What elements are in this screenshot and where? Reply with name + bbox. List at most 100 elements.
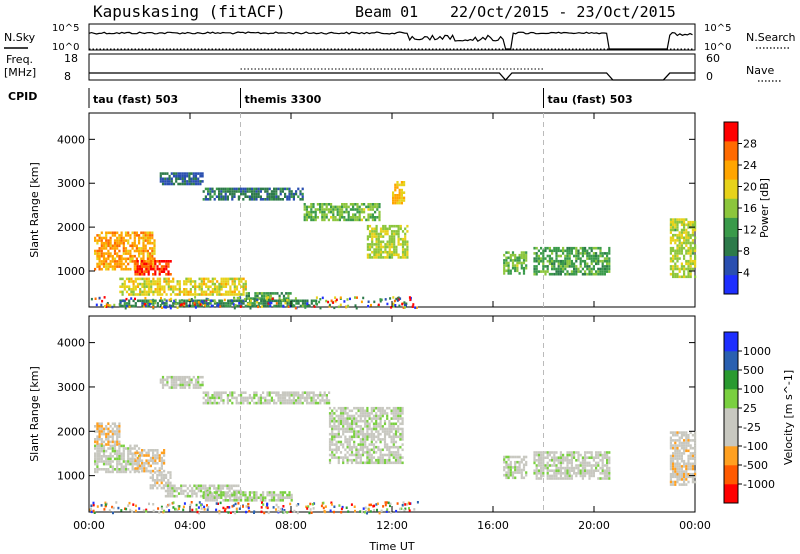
data-cell	[238, 282, 241, 286]
data-cell	[399, 243, 402, 246]
data-cell	[138, 464, 141, 468]
data-cell	[672, 452, 675, 455]
data-cell	[222, 304, 225, 308]
data-cell	[689, 454, 692, 458]
data-cell	[224, 491, 227, 494]
data-cell	[386, 501, 389, 504]
data-cell	[366, 227, 369, 231]
data-cell	[370, 438, 373, 441]
data-cell	[691, 241, 694, 245]
data-cell	[401, 302, 404, 306]
data-cell	[181, 180, 184, 183]
data-cell	[163, 267, 166, 271]
data-cell	[375, 422, 378, 426]
data-cell	[533, 267, 536, 271]
data-cell	[338, 216, 341, 219]
data-cell	[308, 396, 311, 400]
data-cell	[398, 201, 401, 205]
data-cell	[109, 435, 112, 438]
data-cell	[203, 508, 206, 511]
colorbar-tick-label: 28	[743, 138, 757, 151]
data-cell	[100, 267, 103, 271]
data-cell	[301, 195, 304, 198]
data-cell	[220, 288, 223, 291]
freq-left-label-2: [MHz]	[4, 66, 36, 79]
data-cell	[141, 462, 144, 465]
data-cell	[348, 409, 351, 413]
data-cell	[669, 228, 672, 232]
data-cell	[147, 449, 150, 452]
data-cell	[220, 293, 223, 296]
data-cell	[240, 300, 243, 304]
data-cell	[570, 456, 573, 459]
data-cell	[120, 234, 123, 237]
data-cell	[388, 235, 391, 238]
data-cell	[559, 472, 562, 475]
y-tick-label: 2000	[57, 425, 85, 438]
data-cell	[268, 499, 271, 502]
data-cell	[383, 419, 387, 423]
data-cell	[335, 414, 338, 418]
data-cell	[297, 391, 300, 394]
data-cell	[404, 256, 407, 259]
data-cell	[674, 446, 677, 450]
data-cell	[213, 494, 216, 498]
data-cell	[401, 427, 404, 431]
data-cell	[105, 457, 108, 461]
data-cell	[331, 440, 334, 444]
data-cell	[337, 419, 340, 423]
data-cell	[100, 449, 103, 453]
data-cell	[333, 505, 336, 508]
data-cell	[546, 453, 549, 457]
data-cell	[544, 456, 547, 459]
data-cell	[401, 245, 405, 249]
data-cell	[372, 417, 376, 420]
data-cell	[218, 511, 221, 515]
data-cell	[689, 249, 692, 253]
data-cell	[305, 505, 308, 509]
data-cell	[167, 471, 170, 474]
y-tick-label: 1000	[57, 265, 85, 278]
data-cell	[196, 304, 199, 308]
data-cell	[676, 449, 679, 453]
data-cell	[694, 259, 697, 263]
data-cell	[590, 469, 593, 472]
data-cell	[167, 260, 170, 263]
data-cell	[394, 183, 397, 187]
data-cell	[219, 484, 222, 488]
data-cell	[377, 422, 380, 426]
data-cell	[254, 294, 257, 298]
data-cell	[92, 503, 95, 507]
data-cell	[577, 466, 580, 470]
data-cell	[359, 427, 362, 431]
data-cell	[397, 253, 400, 257]
data-cell	[102, 449, 106, 453]
data-cell	[312, 205, 315, 209]
data-cell	[357, 430, 360, 433]
data-cell	[209, 302, 212, 305]
colorbar-segment	[724, 332, 738, 352]
data-cell	[122, 460, 125, 463]
data-cell	[116, 236, 119, 240]
data-cell	[559, 451, 562, 454]
data-cell	[269, 304, 272, 308]
data-cell	[220, 304, 223, 308]
data-cell	[156, 267, 159, 271]
data-cell	[141, 469, 144, 473]
data-cell	[416, 501, 419, 504]
data-cell	[230, 299, 233, 302]
data-cell	[319, 203, 322, 206]
data-cell	[348, 417, 351, 420]
data-cell	[118, 425, 121, 428]
data-cell	[162, 476, 165, 479]
data-cell	[359, 419, 362, 423]
data-cell	[691, 480, 694, 484]
data-cell	[132, 285, 135, 288]
data-cell	[111, 234, 114, 237]
data-cell	[144, 260, 147, 263]
data-cell	[194, 180, 198, 183]
data-cell	[116, 265, 119, 268]
data-cell	[372, 438, 376, 441]
data-cell	[683, 449, 686, 453]
data-cell	[122, 247, 125, 250]
